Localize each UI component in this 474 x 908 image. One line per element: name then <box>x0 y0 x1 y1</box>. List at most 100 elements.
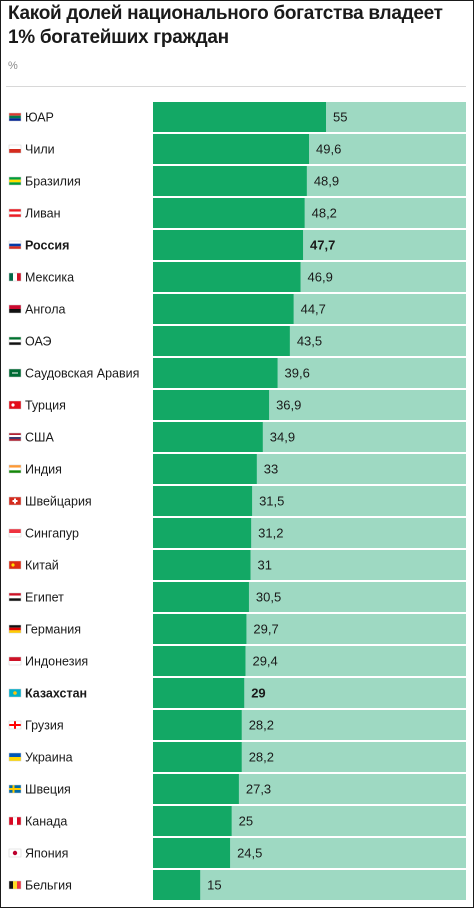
flag-lb-icon <box>8 208 22 218</box>
category-label: Германия <box>25 623 81 637</box>
bar <box>153 166 307 196</box>
flag-de-icon <box>8 624 22 634</box>
flag-sg-icon <box>8 528 22 538</box>
category-label: Швейцария <box>25 495 92 509</box>
bar <box>153 422 263 452</box>
category-label: Грузия <box>25 719 64 733</box>
bar <box>153 646 246 676</box>
value-label: 55 <box>333 110 347 125</box>
flag-tr-icon <box>8 400 22 410</box>
category-label: Чили <box>25 143 55 157</box>
category-label: ЮАР <box>25 111 54 125</box>
flag-us-icon <box>8 432 22 442</box>
category-label: США <box>25 431 54 445</box>
bar <box>153 358 278 388</box>
category-label: Мексика <box>25 271 74 285</box>
bar <box>153 198 305 228</box>
bar <box>153 390 270 420</box>
value-label: 31,2 <box>258 526 283 541</box>
bar <box>153 454 257 484</box>
flag-ao-icon <box>8 304 22 314</box>
bar <box>153 582 249 612</box>
value-label: 48,9 <box>314 174 339 189</box>
category-label: Египет <box>25 591 64 605</box>
bar <box>153 486 253 516</box>
category-label: Украина <box>25 751 73 765</box>
flag-za-icon <box>8 112 22 122</box>
bar <box>153 230 304 260</box>
flag-be-icon <box>8 880 22 890</box>
bar <box>153 806 232 836</box>
bar <box>153 742 242 772</box>
value-label: 31,5 <box>259 494 284 509</box>
flag-ge-icon <box>8 720 22 730</box>
value-label: 24,5 <box>237 846 262 861</box>
bar <box>153 102 326 132</box>
bar <box>153 678 245 708</box>
category-label: Швеция <box>25 783 71 797</box>
flag-ua-icon <box>8 752 22 762</box>
bar <box>153 518 252 548</box>
category-label: Сингапур <box>25 527 79 541</box>
category-label: Россия <box>25 239 69 253</box>
flag-eg-icon <box>8 592 22 602</box>
value-label: 29,7 <box>253 622 278 637</box>
bar <box>153 134 310 164</box>
unit-label: % <box>8 60 18 72</box>
flag-in-icon <box>8 464 22 474</box>
bar <box>153 774 239 804</box>
category-label: Турция <box>25 399 66 413</box>
value-label: 46,9 <box>308 270 333 285</box>
value-label: 44,7 <box>301 302 326 317</box>
flag-br-icon <box>8 176 22 186</box>
value-label: 30,5 <box>256 590 281 605</box>
category-label: Индонезия <box>25 655 88 669</box>
value-label: 39,6 <box>285 366 310 381</box>
category-label: ОАЭ <box>25 335 52 349</box>
value-label: 36,9 <box>276 398 301 413</box>
bar <box>153 614 247 644</box>
value-label: 34,9 <box>270 430 295 445</box>
value-label: 28,2 <box>249 718 274 733</box>
flag-mx-icon <box>8 272 22 282</box>
category-label: Казахстан <box>25 687 87 701</box>
chart-title: Какой долей национального богатства влад… <box>8 3 443 48</box>
bar <box>153 710 242 740</box>
bar-track <box>153 870 466 900</box>
flag-ca-icon <box>8 816 22 826</box>
value-label: 27,3 <box>246 782 271 797</box>
value-label: 48,2 <box>312 206 337 221</box>
flag-sa-icon <box>8 368 22 378</box>
category-label: Япония <box>25 847 68 861</box>
category-label: Бельгия <box>25 879 72 893</box>
value-label: 29 <box>251 686 265 701</box>
flag-se-icon <box>8 784 22 794</box>
flag-ae-icon <box>8 336 22 346</box>
value-label: 31 <box>258 558 272 573</box>
value-label: 25 <box>239 814 253 829</box>
category-label: Индия <box>25 463 62 477</box>
flag-cn-icon <box>8 560 22 570</box>
value-label: 15 <box>207 878 221 893</box>
value-label: 49,6 <box>316 142 341 157</box>
bar <box>153 262 301 292</box>
value-label: 43,5 <box>297 334 322 349</box>
header-divider <box>6 86 466 87</box>
category-label: Ливан <box>25 207 61 221</box>
flag-cl-icon <box>8 144 22 154</box>
category-label: Канада <box>25 815 67 829</box>
bar <box>153 870 201 900</box>
flag-jp-icon <box>8 848 22 858</box>
category-label: Саудовская Аравия <box>25 367 139 381</box>
bar <box>153 838 231 868</box>
value-label: 33 <box>264 462 278 477</box>
flag-kz-icon <box>8 688 22 698</box>
bar <box>153 326 290 356</box>
value-label: 28,2 <box>249 750 274 765</box>
value-label: 29,4 <box>252 654 277 669</box>
category-label: Бразилия <box>25 175 81 189</box>
category-label: Ангола <box>25 303 65 317</box>
flag-id-icon <box>8 656 22 666</box>
bar <box>153 294 294 324</box>
